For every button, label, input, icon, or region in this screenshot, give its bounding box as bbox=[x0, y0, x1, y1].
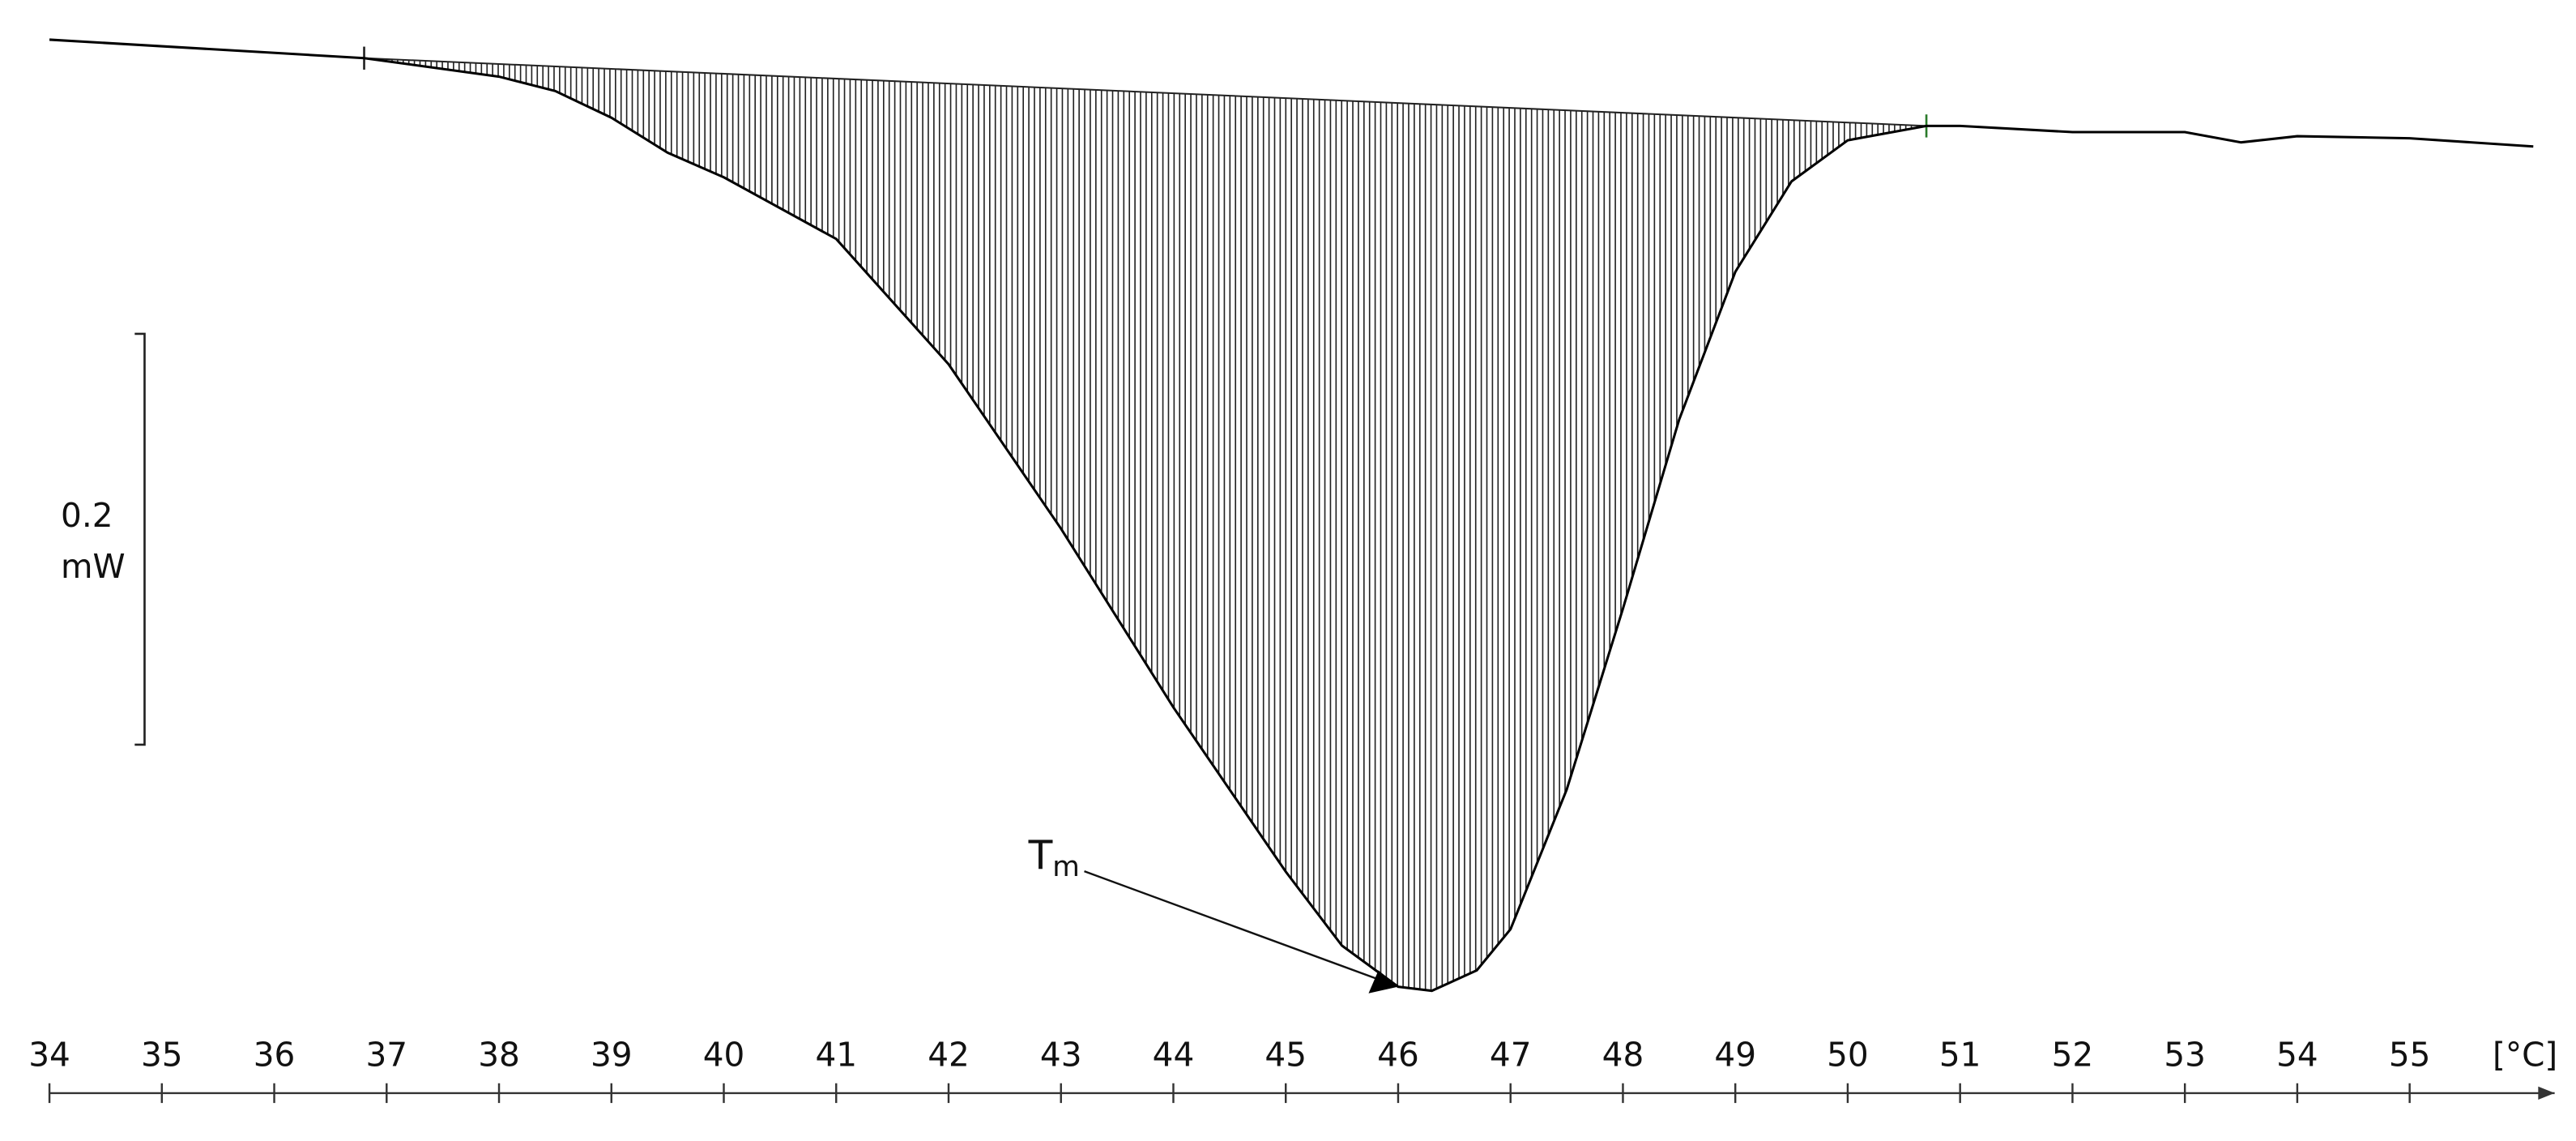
x-tick-label: 55 bbox=[2389, 1035, 2431, 1074]
scale-bar-unit: mW bbox=[61, 547, 126, 586]
baseline bbox=[364, 57, 1927, 127]
x-tick-label: 37 bbox=[365, 1035, 407, 1074]
hatching bbox=[364, 58, 1924, 991]
x-tick-label: 34 bbox=[28, 1035, 70, 1074]
annotation-text: Tm bbox=[1028, 833, 1080, 883]
scale-bar bbox=[134, 332, 146, 746]
x-tick-label: 36 bbox=[254, 1035, 296, 1074]
x-tick-label: 45 bbox=[1265, 1035, 1307, 1074]
scale-bar-number: 0.2 bbox=[61, 496, 113, 535]
x-tick-label: 39 bbox=[591, 1035, 633, 1074]
annotation-sub: m bbox=[1052, 851, 1080, 883]
x-tick-label: 53 bbox=[2164, 1035, 2206, 1074]
x-tick-label: 42 bbox=[928, 1035, 970, 1074]
x-tick-label: 38 bbox=[478, 1035, 520, 1074]
x-tick-label: 40 bbox=[703, 1035, 745, 1074]
x-tick-label: 41 bbox=[815, 1035, 857, 1074]
x-tick-label: 52 bbox=[2052, 1035, 2094, 1074]
x-tick-label: 46 bbox=[1377, 1035, 1419, 1074]
curve bbox=[49, 38, 2534, 993]
annotation-arrow bbox=[1368, 970, 1398, 994]
x-axis-arrow bbox=[2538, 1086, 2555, 1100]
x-tick-label: 35 bbox=[141, 1035, 183, 1074]
x-tick-label: 47 bbox=[1490, 1035, 1532, 1074]
x-tick-label: 43 bbox=[1040, 1035, 1082, 1074]
annotation-main: T bbox=[1028, 833, 1053, 878]
x-tick-label: 50 bbox=[1827, 1035, 1869, 1074]
x-tick-label: 44 bbox=[1153, 1035, 1195, 1074]
x-tick-label: 49 bbox=[1714, 1035, 1756, 1074]
x-tick-label: 51 bbox=[1939, 1035, 1981, 1074]
x-tick-label: 48 bbox=[1602, 1035, 1644, 1074]
annotation-leader bbox=[1084, 870, 1386, 983]
x-tick-label: 54 bbox=[2276, 1035, 2318, 1074]
x-axis-label: [°C] bbox=[2493, 1035, 2557, 1074]
